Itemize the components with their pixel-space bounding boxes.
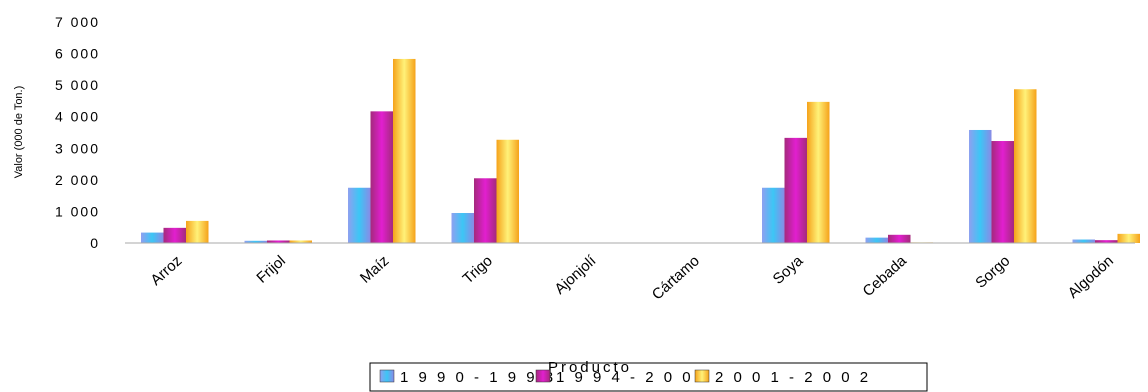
bar <box>1095 240 1118 243</box>
bar <box>267 240 290 243</box>
x-tick-label: Algodón <box>1065 252 1117 301</box>
legend-label: 2 0 0 1 - 2 0 0 2 <box>715 369 871 386</box>
bar <box>186 220 209 243</box>
bar <box>888 234 911 243</box>
bar <box>762 187 785 243</box>
legend-swatch <box>694 369 710 383</box>
y-tick-label: 6 000 <box>55 46 100 62</box>
bar <box>163 227 186 243</box>
x-tick-label: Ajonjolí <box>551 252 600 298</box>
bars <box>141 58 1140 244</box>
x-tick-label: Maíz <box>357 252 393 286</box>
bar <box>370 111 393 244</box>
legend-label: 1 9 9 4 - 2 0 0 0 <box>556 369 712 386</box>
bar <box>969 129 992 243</box>
bar <box>807 101 830 243</box>
y-axis: 0 1 000 2 000 3 000 4 000 5 000 6 000 7 000 <box>55 14 100 251</box>
x-tick-label: Cártamo <box>649 252 703 303</box>
x-tick-label: Frijol <box>253 252 289 286</box>
y-tick-label: 5 000 <box>55 77 100 93</box>
bar <box>244 240 267 243</box>
bar <box>784 137 807 243</box>
bar <box>474 178 497 243</box>
x-tick-label: Cebada <box>860 252 911 300</box>
bar <box>991 141 1014 243</box>
bar <box>1117 233 1140 243</box>
x-tick-label: Soya <box>770 252 807 288</box>
y-tick-label: 2 000 <box>55 172 100 188</box>
x-tick-label: Sorgo <box>972 252 1013 291</box>
y-tick-label: 0 <box>90 235 100 251</box>
y-tick-label: 7 000 <box>55 14 100 30</box>
bar <box>865 237 888 243</box>
y-tick-label: 3 000 <box>55 140 100 156</box>
legend-label: 1 9 9 0 - 1 9 9 3 <box>400 369 556 386</box>
y-axis-title: Valor (000 de Ton.) <box>13 86 25 179</box>
bar <box>496 139 519 243</box>
bar <box>1072 239 1095 243</box>
legend-frame <box>369 362 928 392</box>
legend-swatch <box>535 369 551 383</box>
y-tick-label: 4 000 <box>55 109 100 125</box>
bar <box>289 240 312 243</box>
bar <box>393 58 416 244</box>
bar <box>1014 89 1037 243</box>
x-tick-label: Trigo <box>460 252 496 287</box>
y-tick-label: 1 000 <box>55 203 100 219</box>
x-axis-categories: Arroz Frijol Maíz Trigo Ajonjolí Cártamo Soya C… <box>147 252 1117 304</box>
x-tick-label: Arroz <box>147 252 185 289</box>
bar <box>451 213 474 243</box>
bar <box>348 187 371 243</box>
legend-swatch <box>379 369 395 383</box>
bar <box>141 232 164 243</box>
